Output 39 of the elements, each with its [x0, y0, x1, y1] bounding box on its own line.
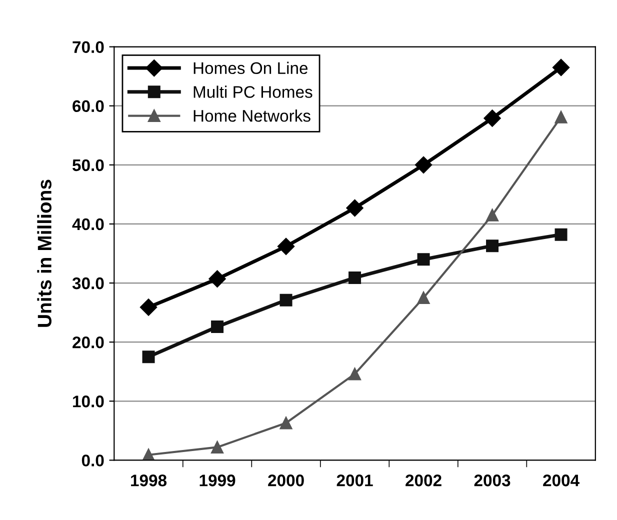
- y-tick-label: 50.0: [72, 159, 104, 172]
- y-tick-label: 70.0: [72, 41, 104, 54]
- point: [211, 320, 224, 333]
- y-tick-label: 30.0: [72, 277, 104, 290]
- x-tick-label: 2003: [474, 474, 510, 486]
- point: [554, 110, 568, 124]
- legend-label: Home Networks: [194, 110, 310, 122]
- point: [417, 292, 430, 304]
- point: [208, 270, 226, 288]
- point: [346, 199, 364, 217]
- x-tick-label: 2000: [268, 474, 304, 486]
- point: [277, 238, 295, 255]
- y-tick-label: 60.0: [72, 100, 104, 112]
- point: [414, 156, 432, 174]
- y-tick-label: 10.0: [73, 396, 104, 408]
- point: [417, 253, 430, 266]
- point: [486, 208, 499, 222]
- point: [484, 110, 501, 127]
- x-tick-label: 1998: [131, 474, 167, 486]
- point: [140, 298, 158, 316]
- x-tick-label: 1999: [200, 474, 236, 486]
- point: [486, 240, 499, 252]
- x-tick-label: 2001: [336, 474, 373, 486]
- y-tick-label: 20.0: [72, 336, 104, 348]
- point: [211, 440, 224, 454]
- point: [552, 58, 570, 76]
- point: [280, 416, 292, 430]
- point: [142, 350, 155, 364]
- x-tick-label: 2002: [406, 474, 442, 486]
- point: [280, 294, 292, 306]
- y-tick-label: 0.0: [82, 454, 104, 466]
- legend-label: Homes On Line: [194, 62, 308, 74]
- point: [348, 368, 362, 380]
- y-axis-title: Units in Millions: [37, 180, 52, 327]
- point: [554, 228, 568, 241]
- legend-label: Multi PC Homes: [194, 86, 312, 98]
- y-tick-label: 40.0: [72, 218, 104, 230]
- point: [348, 271, 362, 284]
- x-tick-label: 2004: [543, 474, 580, 486]
